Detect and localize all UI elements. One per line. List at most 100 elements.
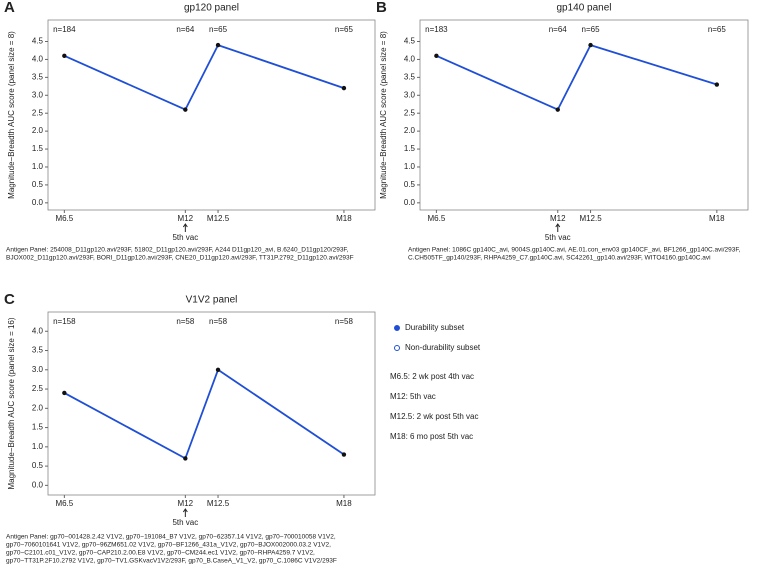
mean-point	[555, 107, 560, 112]
mean-point	[215, 367, 221, 372]
chart-title: V1V2 panel	[186, 295, 238, 306]
n-label: n=158	[53, 317, 76, 326]
vac-arrow-head	[182, 223, 188, 228]
y-tick-label: 2.5	[32, 108, 44, 117]
y-axis-label: Magnitude−Breadth AUC score (panel size …	[7, 317, 16, 489]
n-label: n=64	[176, 25, 195, 34]
y-tick-label: 3.5	[32, 346, 44, 355]
mean-point	[341, 452, 347, 457]
n-label: n=58	[335, 317, 354, 326]
legend-note: M12: 5th vac	[390, 392, 436, 401]
x-tick-label: M12	[178, 214, 194, 223]
n-label: n=65	[582, 25, 601, 34]
caption: C.CH505TF_gp140/293F, RHPA4259_C7.gp140C…	[408, 255, 711, 262]
caption: Antigen Panel: 254008_D11gp120.avi/293F,…	[6, 247, 349, 254]
n-label: n=65	[335, 25, 354, 34]
mean-point	[341, 85, 347, 91]
y-axis-label: Magnitude−Breadth AUC score (panel size …	[7, 31, 16, 199]
y-tick-label: 1.5	[32, 144, 44, 153]
x-tick-label: M18	[709, 214, 725, 223]
mean-line	[63, 43, 345, 111]
y-tick-label: 2.0	[404, 126, 416, 135]
y-tick-label: 0.0	[32, 480, 44, 489]
legend-note: M12.5: 2 wk post 5th vac	[390, 412, 479, 421]
x-tick-label: M12.5	[579, 214, 602, 223]
n-label: n=183	[425, 25, 448, 34]
y-tick-label: 0.0	[32, 198, 44, 207]
mean-line	[63, 368, 345, 460]
y-tick-label: 0.5	[32, 180, 44, 189]
x-tick-label: M6.5	[55, 499, 73, 508]
y-tick-label: 1.0	[32, 162, 44, 171]
vac-arrow-head	[555, 223, 561, 228]
x-tick-label: M12	[550, 214, 566, 223]
panel-label: B	[376, 0, 387, 16]
vac-arrow-head	[182, 508, 188, 513]
y-tick-label: 0.5	[404, 180, 416, 189]
caption: BJOX002_D11gp120.avi/293F, BORI_D11gp120…	[6, 255, 354, 262]
n-label: n=65	[209, 25, 228, 34]
mean-point	[62, 53, 67, 59]
y-tick-label: 3.5	[32, 72, 44, 81]
panel-label: A	[4, 0, 15, 16]
mean-point	[434, 53, 439, 59]
x-tick-label: M6.5	[428, 214, 446, 223]
legend-note: M18: 6 mo post 5th vac	[390, 432, 473, 441]
y-tick-label: 0.0	[404, 198, 416, 207]
y-tick-label: 1.0	[404, 162, 416, 171]
plot-frame	[47, 19, 376, 211]
y-tick-label: 1.5	[32, 423, 44, 432]
y-tick-label: 4.5	[32, 37, 44, 46]
mean-point	[183, 456, 188, 461]
arrow-label: 5th vac	[545, 233, 571, 242]
x-tick-label: M18	[336, 214, 352, 223]
n-label: n=58	[209, 317, 228, 326]
x-tick-label: M12.5	[207, 214, 230, 223]
y-tick-label: 3.0	[32, 90, 44, 99]
legend-note: M6.5: 2 wk post 4th vac	[390, 372, 474, 381]
legend-marker	[394, 325, 400, 331]
y-tick-label: 3.0	[404, 90, 416, 99]
chart-title: gp140 panel	[556, 3, 611, 14]
y-tick-label: 4.0	[32, 55, 44, 64]
caption: Antigen Panel: gp70−001428.2.42 V1V2, gp…	[6, 534, 336, 541]
legend-label: Non-durability subset	[405, 343, 481, 352]
y-tick-label: 0.5	[32, 461, 44, 470]
x-tick-label: M18	[336, 499, 352, 508]
y-tick-label: 1.0	[32, 442, 44, 451]
y-tick-label: 4.0	[32, 326, 44, 335]
chart-title: gp120 panel	[184, 3, 239, 14]
x-tick-label: M12	[178, 499, 194, 508]
mean-line	[436, 44, 718, 111]
mean-point	[215, 42, 221, 48]
x-tick-label: M12.5	[207, 499, 230, 508]
legend-marker	[394, 345, 400, 351]
y-tick-label: 3.5	[404, 72, 416, 81]
y-tick-label: 4.0	[404, 55, 416, 64]
arrow-label: 5th vac	[172, 233, 198, 242]
caption: Antigen Panel: 1086C gp140C_avi, 9004S.g…	[408, 247, 741, 254]
mean-point	[588, 42, 593, 48]
mean-point	[714, 82, 720, 87]
y-tick-label: 2.5	[32, 384, 44, 393]
plot-frame	[419, 19, 749, 211]
mean-point	[62, 390, 67, 396]
y-axis-label: Magnitude−Breadth AUC score (panel size …	[379, 31, 388, 199]
y-tick-label: 4.5	[404, 37, 416, 46]
mean-point	[183, 107, 188, 112]
n-label: n=64	[549, 25, 568, 34]
legend-label: Durability subset	[405, 323, 465, 332]
caption: gp70−TT31P.2F10.2792 V1V2, gp70−TV1.GSKv…	[6, 558, 337, 564]
n-label: n=184	[53, 25, 76, 34]
y-tick-label: 2.0	[32, 403, 44, 412]
panel-label: C	[4, 291, 15, 308]
y-tick-label: 2.0	[32, 126, 44, 135]
y-tick-label: 3.0	[32, 365, 44, 374]
n-label: n=58	[176, 317, 195, 326]
caption: gp70−C2101.c01_V1V2, gp70−CAP210.2.00.E8…	[6, 550, 315, 557]
arrow-label: 5th vac	[172, 518, 198, 527]
y-tick-label: 2.5	[404, 108, 416, 117]
y-tick-label: 1.5	[404, 144, 416, 153]
x-tick-label: M6.5	[55, 214, 73, 223]
